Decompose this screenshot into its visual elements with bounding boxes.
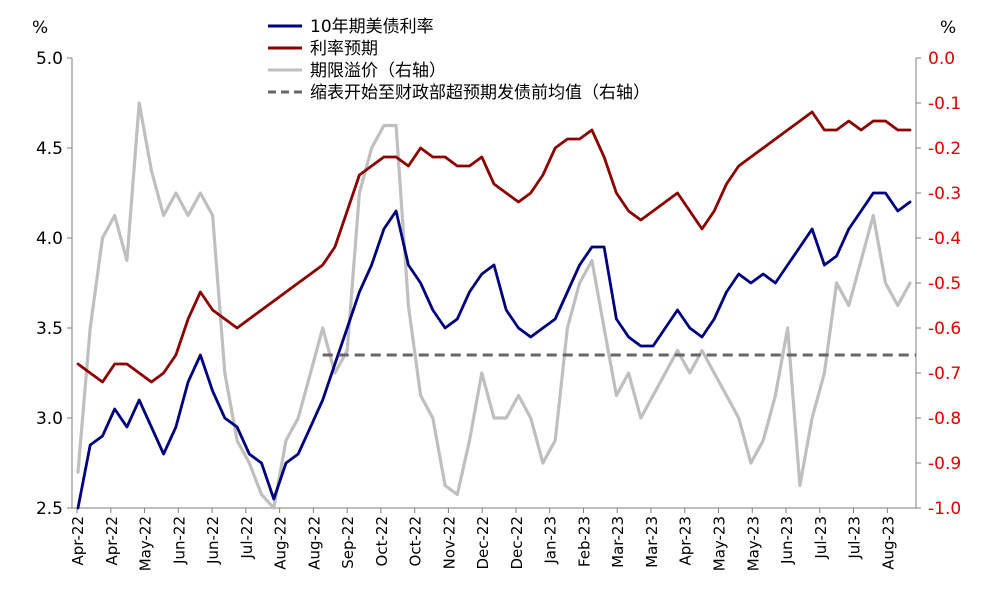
x-tick-label: Jul-23 [812, 516, 830, 560]
x-axis: Apr-22 Apr-22 May-22 Jun-22 Jun-22 Jul-22 Aug-… [69, 508, 897, 571]
left-tick-label: 3.5 [36, 319, 63, 339]
legend-label: 期限溢价（右轴） [310, 61, 446, 81]
legend-label: 利率预期 [310, 39, 378, 59]
x-tick-label: Jul-22 [238, 516, 256, 560]
left-axis: 5.0 4.5 4.0 3.5 3.0 2.5 [36, 49, 72, 519]
x-tick-label: Oct-22 [407, 516, 425, 566]
left-tick-label: 5.0 [36, 49, 63, 69]
left-tick-label: 4.5 [36, 139, 63, 159]
x-tick-label: Aug-22 [272, 516, 290, 570]
right-tick-label: -0.5 [928, 274, 961, 294]
right-axis: 0.0 -0.1 -0.2 -0.3 -0.4 -0.5 -0.6 -0.7 -0.8 -0.9 -… [916, 49, 961, 519]
legend-label: 缩表开始至财政部超预期发债前均值（右轴） [310, 83, 650, 103]
x-tick-label: Feb-23 [575, 516, 593, 567]
left-tick-label: 2.5 [36, 499, 63, 519]
x-tick-label: May-23 [711, 516, 729, 571]
left-tick-label: 3.0 [36, 409, 63, 429]
x-tick-label: Mar-23 [643, 516, 661, 568]
right-tick-label: -0.2 [928, 139, 961, 159]
x-tick-label: Apr-22 [69, 516, 87, 566]
right-tick-label: -0.1 [928, 94, 961, 114]
right-unit-label: % [940, 18, 956, 38]
right-tick-label: -0.3 [928, 184, 961, 204]
series-line-term-premium [76, 101, 912, 510]
x-tick-label: Nov-22 [440, 516, 458, 569]
right-tick-label: -0.6 [928, 319, 961, 339]
x-tick-label: Jun-22 [170, 516, 188, 565]
left-tick-label: 4.0 [36, 229, 63, 249]
x-tick-label: Jan-23 [542, 516, 560, 565]
x-tick-label: Aug-23 [879, 516, 897, 570]
x-tick-label: Jul-23 [846, 516, 864, 560]
plot-frame [71, 58, 917, 509]
x-tick-label: May-23 [744, 516, 762, 571]
x-tick-label: Jun-23 [778, 516, 796, 565]
right-tick-label: -1.0 [928, 499, 961, 519]
left-unit-label: % [32, 18, 48, 38]
series-line-rate-expectation [76, 110, 912, 384]
series-group [76, 101, 916, 510]
x-tick-label: Aug-22 [305, 516, 323, 570]
x-tick-label: Dec-22 [508, 516, 526, 570]
series-line-yield-10y [76, 191, 912, 510]
x-tick-label: Sep-22 [339, 516, 357, 569]
right-tick-label: 0.0 [928, 49, 955, 69]
x-tick-label: Jun-22 [204, 516, 222, 565]
x-tick-label: Mar-23 [609, 516, 627, 568]
x-tick-label: May-22 [137, 516, 155, 571]
x-tick-label: Dec-22 [474, 516, 492, 570]
right-tick-label: -0.9 [928, 454, 961, 474]
right-tick-label: -0.8 [928, 409, 961, 429]
x-tick-label: Apr-22 [103, 516, 121, 566]
x-tick-label: Apr-23 [677, 516, 695, 566]
right-tick-label: -0.4 [928, 229, 961, 249]
right-tick-label: -0.7 [928, 364, 961, 384]
x-tick-label: Oct-22 [373, 516, 391, 566]
legend-label: 10年期美债利率 [310, 17, 434, 37]
